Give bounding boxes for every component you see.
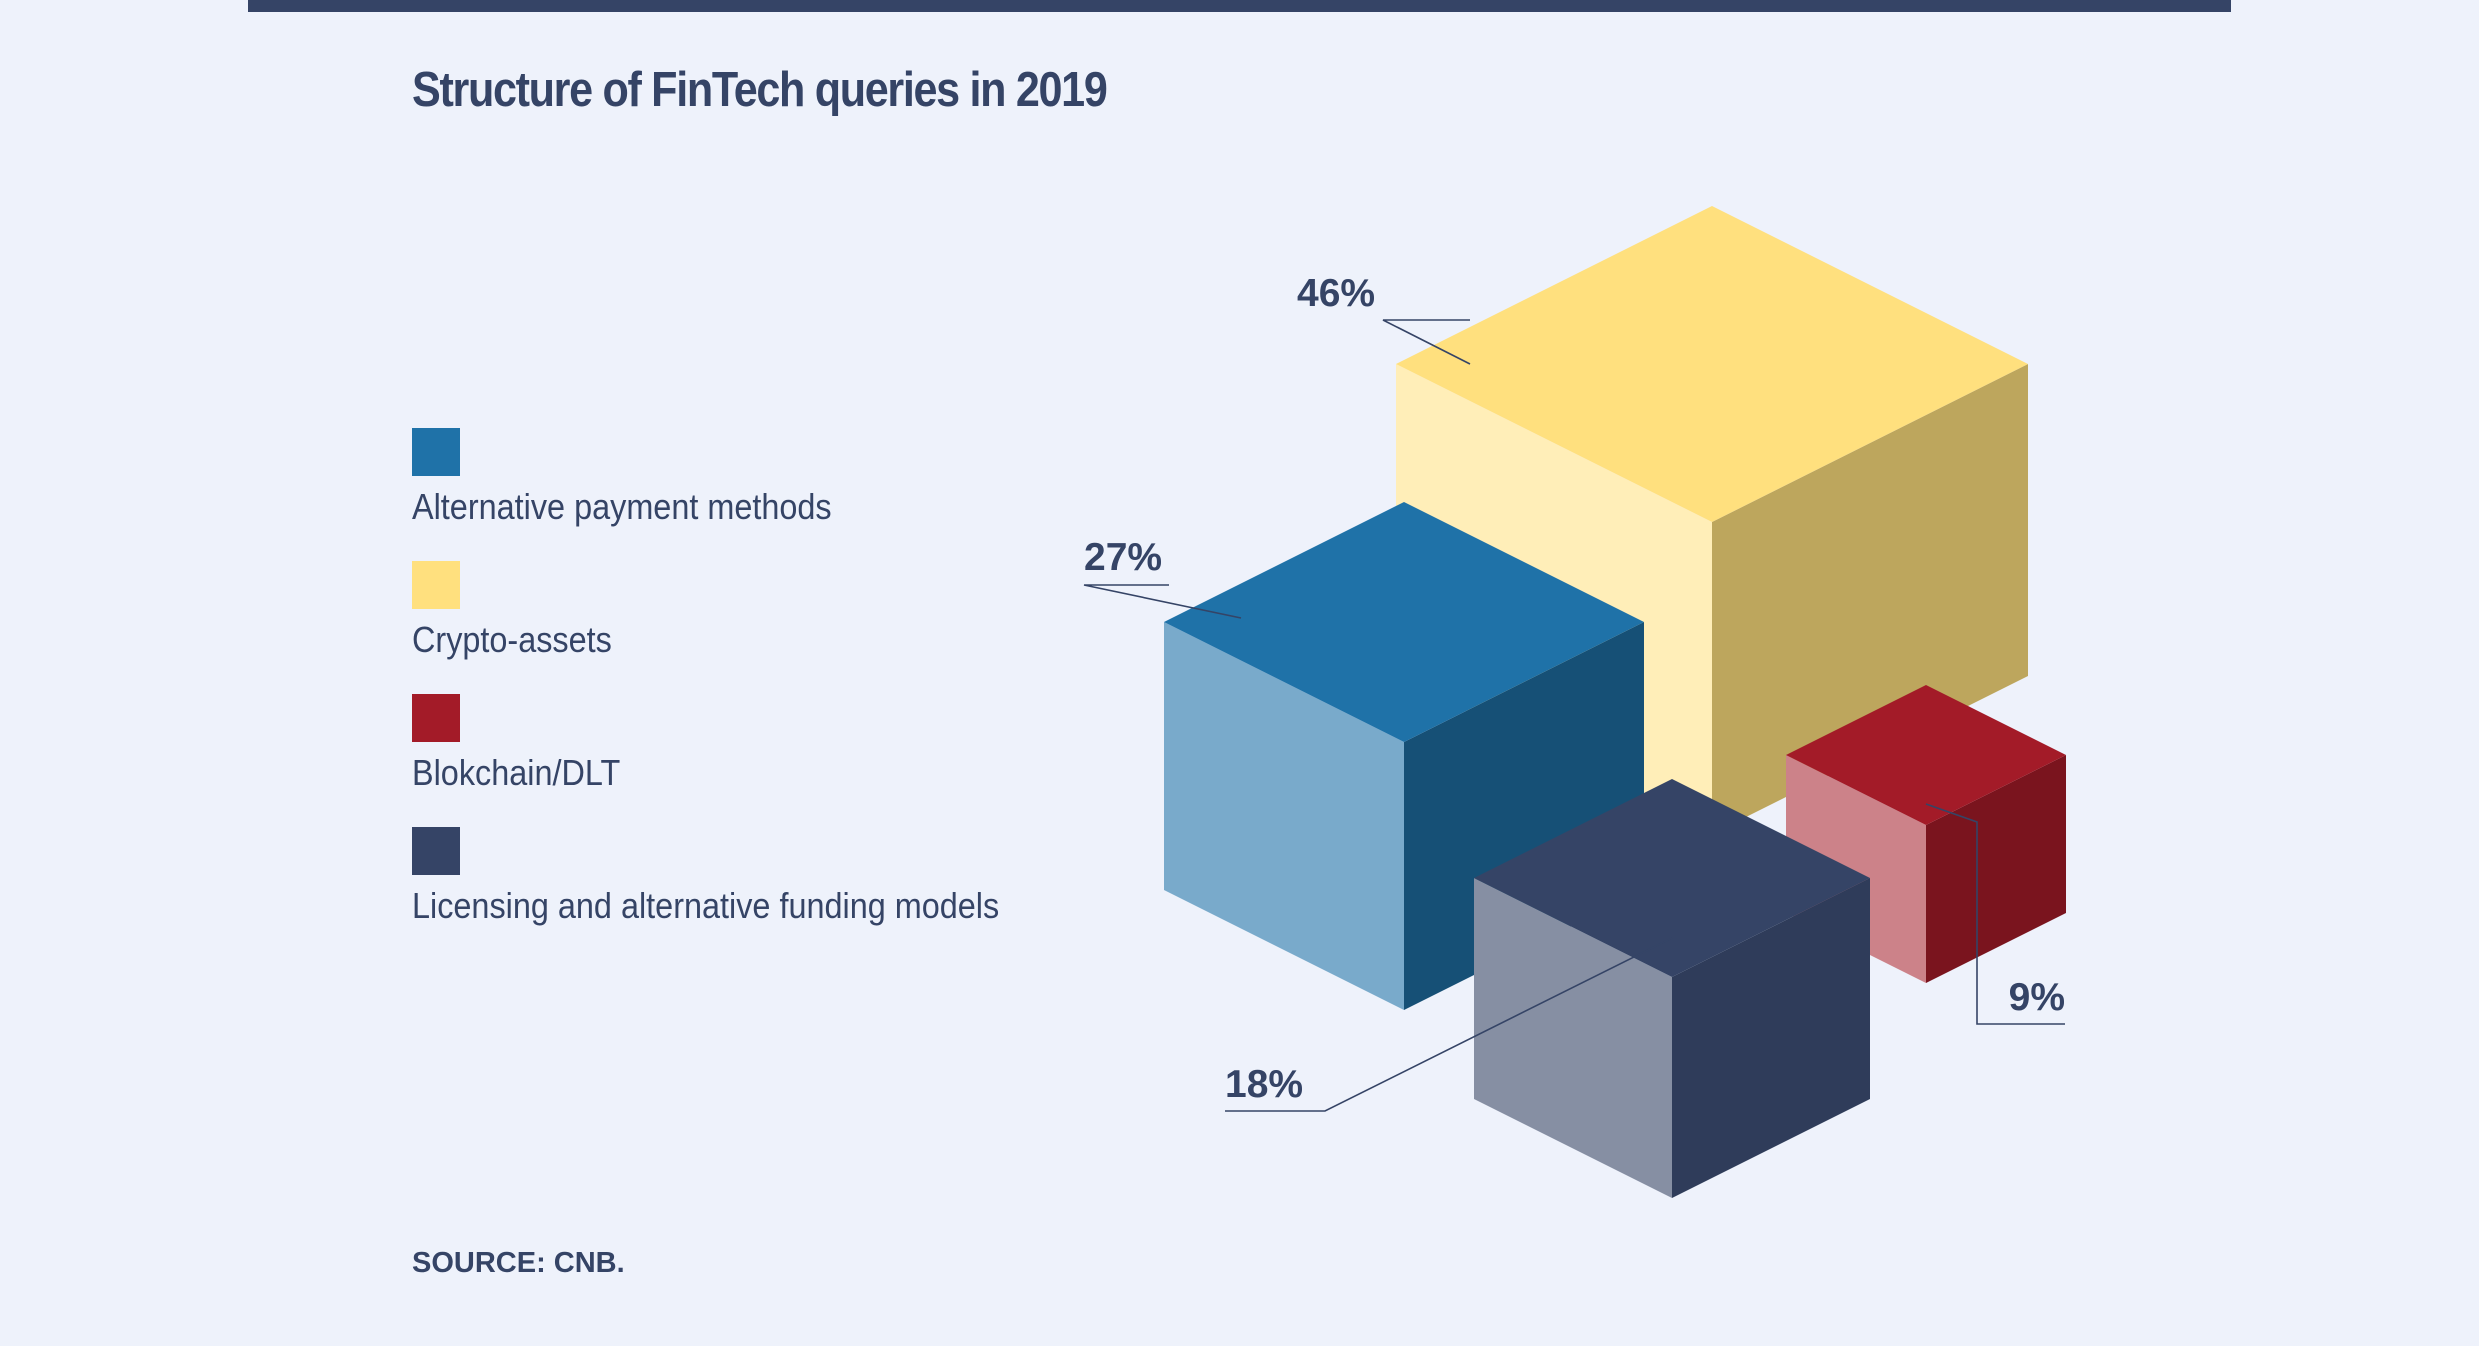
legend-label: Alternative payment methods bbox=[412, 486, 832, 527]
chart-title: Structure of FinTech queries in 2019 bbox=[412, 63, 1108, 117]
legend-swatch bbox=[412, 561, 460, 609]
cube-left-face bbox=[1164, 622, 1404, 1010]
cube-top-face bbox=[1786, 685, 2066, 825]
source-note: SOURCE: CNB. bbox=[412, 1247, 625, 1279]
value-label: 18% bbox=[1225, 1063, 1303, 1106]
legend-swatch bbox=[412, 694, 460, 742]
value-label: 27% bbox=[1084, 536, 1162, 579]
cube-right-face bbox=[1712, 364, 2028, 834]
top-accent-bar bbox=[248, 0, 2231, 12]
legend-swatch bbox=[412, 827, 460, 875]
legend-label: Licensing and alternative funding models bbox=[412, 885, 1000, 926]
cube-right-face bbox=[1672, 878, 1870, 1198]
value-label: 9% bbox=[2009, 976, 2065, 1019]
value-label: 46% bbox=[1297, 272, 1375, 315]
leader-line bbox=[1925, 803, 2065, 1025]
leader-line bbox=[1083, 584, 1242, 619]
legend-label: Crypto-assets bbox=[412, 619, 612, 660]
cube-top-face bbox=[1396, 206, 2028, 522]
cube-right-face bbox=[1926, 755, 2066, 983]
leader-line bbox=[1225, 937, 1673, 1112]
cube-top-face bbox=[1474, 779, 1870, 977]
cube-alternative-payment-methods bbox=[1164, 502, 1644, 1010]
cube-blokchain-dlt bbox=[1786, 685, 2066, 983]
cube-licensing-and-alternative-funding-models bbox=[1474, 779, 1870, 1198]
cube-top-face bbox=[1164, 502, 1644, 742]
legend-swatch bbox=[412, 428, 460, 476]
legend-label: Blokchain/DLT bbox=[412, 752, 621, 793]
leader-line bbox=[1382, 319, 1471, 365]
cube-left-face bbox=[1474, 878, 1672, 1198]
